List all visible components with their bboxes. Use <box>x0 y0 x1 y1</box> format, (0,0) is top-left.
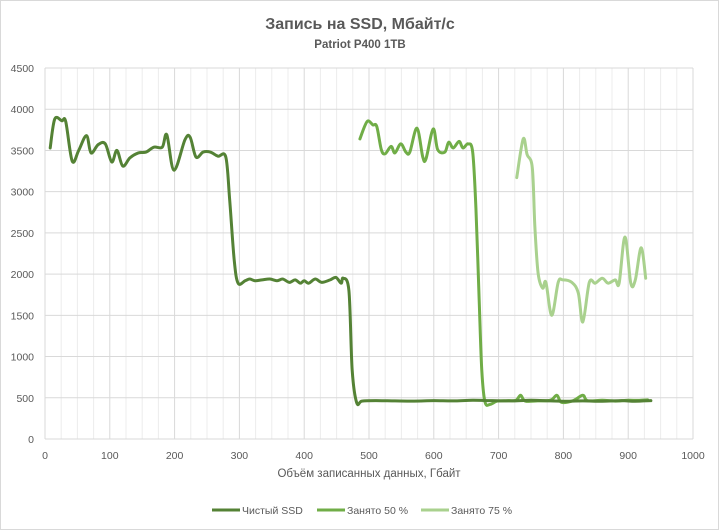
x-tick-label: 300 <box>231 450 249 462</box>
y-tick-label: 4000 <box>11 104 35 116</box>
x-tick-label: 0 <box>42 450 48 462</box>
y-tick-label: 2000 <box>11 269 35 281</box>
series-line-1 <box>48 115 653 407</box>
y-tick-label: 3000 <box>11 187 35 199</box>
x-tick-label: 1000 <box>681 450 705 462</box>
y-tick-label: 0 <box>28 434 34 446</box>
legend: Чистый SSD Занято 50 % Занято 75 % <box>212 505 512 517</box>
chart-subtitle: Patriot P400 1TB <box>314 39 405 51</box>
x-axis-ticks: 0 100 200 300 400 500 600 700 800 900 1000 <box>42 450 705 462</box>
x-tick-label: 100 <box>101 450 119 462</box>
y-tick-label: 2500 <box>11 228 35 240</box>
y-tick-label: 4500 <box>11 63 35 75</box>
y-tick-label: 3500 <box>11 145 35 157</box>
y-axis-ticks: 0 500 1000 1500 2000 2500 3000 3500 4000 4500 <box>11 63 35 446</box>
x-axis-label: Объём записанных данных, Гбайт <box>277 468 461 480</box>
y-tick-label: 500 <box>16 393 34 405</box>
y-tick-label: 1000 <box>11 352 35 364</box>
y-tick-label: 1500 <box>11 310 35 322</box>
x-tick-label: 900 <box>619 450 637 462</box>
x-tick-label: 500 <box>360 450 378 462</box>
x-tick-label: 200 <box>166 450 184 462</box>
x-tick-label: 400 <box>295 450 313 462</box>
chart-title: Запись на SSD, Мбайт/с <box>265 16 455 33</box>
series-line-2 <box>358 119 650 407</box>
legend-label: Занято 75 % <box>451 505 512 517</box>
x-tick-label: 700 <box>490 450 508 462</box>
x-tick-label: 600 <box>425 450 443 462</box>
x-tick-label: 800 <box>555 450 573 462</box>
series-line-3 <box>515 136 648 324</box>
gridlines <box>44 67 694 440</box>
series-lines <box>48 115 653 407</box>
legend-label: Занято 50 % <box>347 505 408 517</box>
legend-label: Чистый SSD <box>242 505 303 517</box>
